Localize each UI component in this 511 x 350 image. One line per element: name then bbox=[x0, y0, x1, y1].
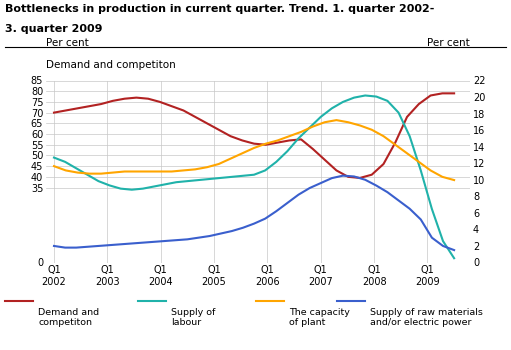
Text: The capacity
of plant: The capacity of plant bbox=[289, 308, 350, 327]
Text: 3. quarter 2009: 3. quarter 2009 bbox=[5, 25, 103, 35]
Text: Demand and competiton: Demand and competiton bbox=[46, 60, 176, 70]
Text: Supply of raw materials
and/or electric power: Supply of raw materials and/or electric … bbox=[370, 308, 483, 327]
Text: Demand and
competiton: Demand and competiton bbox=[38, 308, 100, 327]
Text: Supply of
labour: Supply of labour bbox=[171, 308, 216, 327]
Text: Per cent: Per cent bbox=[46, 38, 89, 48]
Text: Bottlenecks in production in current quarter. Trend. 1. quarter 2002-: Bottlenecks in production in current qua… bbox=[5, 4, 434, 14]
Text: Per cent: Per cent bbox=[427, 38, 470, 48]
